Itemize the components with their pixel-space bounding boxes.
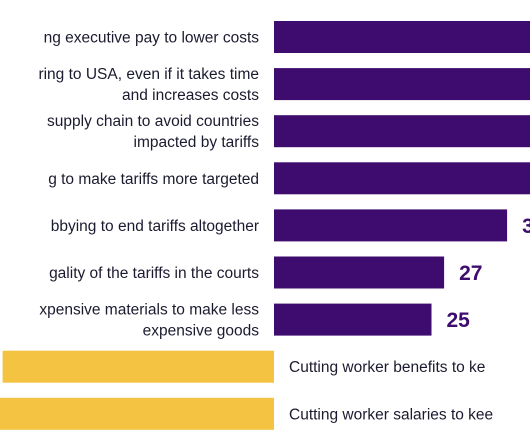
bar — [2, 350, 274, 383]
bar — [274, 209, 508, 242]
category-label: Cutting worker benefits to ke — [289, 359, 485, 376]
category-label: and increases costs — [122, 87, 259, 104]
category-label: bbying to end tariffs altogether — [51, 218, 259, 235]
bar — [274, 303, 432, 336]
bar-row: Cutting worker salaries to kee-47 — [0, 397, 493, 430]
bar-row: supply chain to avoid countries impacted … — [47, 113, 530, 151]
value-label: 27 — [459, 262, 482, 285]
bar — [274, 256, 445, 289]
bar — [0, 397, 274, 430]
bar-row: g to make tariffs more targeted43 — [48, 162, 530, 195]
bar — [274, 68, 530, 101]
category-label: ring to USA, even if it takes time — [38, 66, 259, 83]
category-label: g to make tariffs more targeted — [48, 171, 259, 188]
bar-row: ring to USA, even if it takes time and in… — [38, 66, 530, 104]
value-label: 37 — [522, 215, 530, 238]
category-label: impacted by tariffs — [134, 134, 260, 151]
bar-row: ng executive pay to lower costs — [44, 21, 530, 53]
category-label: Cutting worker salaries to kee — [289, 406, 493, 423]
category-label: supply chain to avoid countries — [47, 113, 259, 130]
bar — [274, 115, 530, 148]
category-label: xpensive materials to make less — [39, 302, 259, 319]
value-label: 46 — [0, 356, 1, 379]
bar-row: gality of the tariffs in the courts 27 — [49, 256, 482, 289]
category-label: gality of the tariffs in the courts — [49, 265, 259, 282]
category-label: expensive goods — [143, 323, 260, 340]
category-label: ng executive pay to lower costs — [44, 30, 260, 47]
bar-row: Cutting worker benefits to ke 46 — [0, 350, 485, 383]
value-label: 25 — [447, 309, 471, 332]
bar-row: bbying to end tariffs altogether 37 — [51, 209, 530, 242]
bar — [274, 162, 530, 195]
bar-row: xpensive materials to make less expensive… — [39, 302, 470, 340]
bar — [274, 21, 530, 53]
